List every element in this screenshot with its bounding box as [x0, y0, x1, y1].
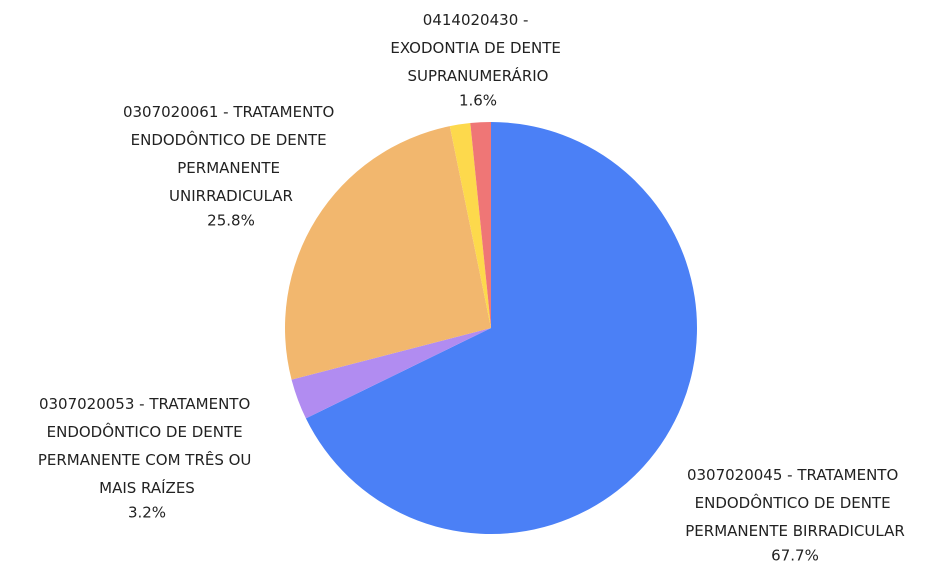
slice-value-label: 67.7% [771, 547, 819, 565]
slice-value-label: 25.8% [207, 212, 255, 230]
slice-label: 0414020430 - EXODONTIA DE DENTE SUPRANUM… [390, 11, 565, 85]
slice-label: 0307020053 - TRATAMENTO ENDODÔNTICO DE D… [38, 395, 256, 497]
slice-value-label: 3.2% [128, 504, 166, 522]
pie-slice [470, 122, 491, 328]
pie-slice [285, 126, 491, 380]
pie-slice [291, 328, 491, 419]
slice-label: 0307020061 - TRATAMENTO ENDODÔNTICO DE D… [123, 103, 339, 205]
pie-slice [449, 123, 491, 328]
pie-slice [305, 122, 697, 534]
slice-value-label: 1.6% [459, 92, 497, 110]
slice-label: 0307020045 - TRATAMENTO ENDODÔNTICO DE D… [685, 466, 905, 540]
